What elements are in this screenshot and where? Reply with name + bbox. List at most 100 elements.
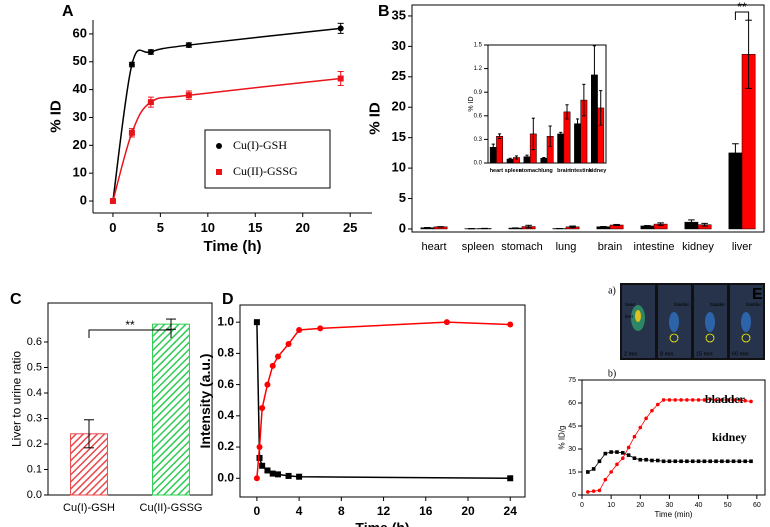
x-tick-label: 60 <box>753 502 761 509</box>
marker <box>655 458 660 463</box>
marker <box>650 408 654 413</box>
marker <box>708 397 713 401</box>
error-bar <box>491 143 495 151</box>
marker <box>443 319 450 326</box>
legend-label: Cu(I)-GSH <box>233 138 287 152</box>
y-tick-label: 0.0 <box>27 489 42 501</box>
marker <box>609 470 613 474</box>
marker <box>620 451 625 455</box>
y-tick-label: 0.0 <box>474 161 483 167</box>
marker <box>264 467 271 474</box>
marker <box>696 398 701 402</box>
marker <box>644 416 648 421</box>
y-tick-label: 0.2 <box>217 439 234 453</box>
series-line <box>587 398 752 493</box>
x-tick-label: 16 <box>419 504 433 518</box>
marker <box>337 25 344 32</box>
bar <box>557 133 565 164</box>
panel-letter: E <box>752 286 763 303</box>
organ-label: heart <box>625 302 636 307</box>
marker <box>285 341 292 348</box>
marker <box>690 459 695 464</box>
marker <box>603 451 608 456</box>
y-tick-label: 20 <box>392 99 406 114</box>
y-tick-label: 0 <box>80 192 87 207</box>
marker <box>615 462 619 467</box>
y-tick-label: 0.0 <box>217 470 234 484</box>
marker <box>702 398 707 402</box>
x-tick-label: brain <box>557 168 571 174</box>
marker <box>731 398 736 402</box>
y-tick-label: 15 <box>392 129 406 144</box>
marker <box>661 398 666 402</box>
marker <box>685 459 689 464</box>
x-tick-label: 40 <box>695 502 703 509</box>
x-tick-label: 50 <box>724 502 732 509</box>
marker <box>714 459 718 464</box>
y-tick-label: 1.0 <box>217 314 234 328</box>
x-tick-label: brain <box>598 241 622 253</box>
error-bar <box>84 419 94 449</box>
y-tick-label: 15 <box>568 469 576 476</box>
bar <box>728 152 743 230</box>
marker <box>269 362 276 369</box>
x-tick-label: 20 <box>295 220 309 235</box>
x-tick-label: intestine <box>634 241 675 253</box>
y-tick-label: 60 <box>568 400 576 407</box>
y-tick-label: 30 <box>392 38 406 53</box>
y-tick-label: 10 <box>73 165 87 180</box>
frame-time: 15 min <box>696 351 713 357</box>
y-axis-title: Liver to urine ratio <box>9 351 23 447</box>
marker <box>216 143 222 149</box>
x-axis-title: Time (h) <box>203 238 261 255</box>
x-tick-label: kidney <box>589 168 607 174</box>
marker <box>253 319 260 326</box>
x-tick-label: stomach <box>519 168 542 174</box>
x-tick-label: 20 <box>461 504 475 518</box>
error-bar <box>732 143 739 163</box>
marker <box>626 453 631 457</box>
error-bar <box>166 318 176 330</box>
error-bar <box>514 155 519 160</box>
panel-letter: B <box>378 3 390 20</box>
mouse-images <box>620 283 765 360</box>
marker <box>275 353 281 360</box>
error-bar <box>688 219 695 225</box>
marker <box>185 92 192 99</box>
error-bar <box>745 19 752 89</box>
y-tick-label: 0.2 <box>27 438 42 450</box>
marker <box>597 488 602 493</box>
error-bar <box>548 125 552 147</box>
marker <box>685 398 689 402</box>
marker <box>285 472 292 479</box>
y-tick-label: 40 <box>73 81 87 96</box>
y-tick-label: 0.5 <box>27 361 42 373</box>
y-tick-label: 0.1 <box>27 463 42 475</box>
error-bar <box>525 224 532 229</box>
marker <box>749 459 753 464</box>
marker <box>256 444 263 451</box>
series-line <box>256 321 511 479</box>
marker <box>638 425 643 430</box>
marker <box>749 399 753 404</box>
scan-signal <box>635 310 641 322</box>
legend-label: Cu(II)-GSSG <box>233 164 298 178</box>
marker <box>147 99 154 106</box>
marker <box>147 49 154 56</box>
marker <box>644 457 648 462</box>
x-tick-label: spleen <box>462 241 494 253</box>
marker <box>667 459 672 464</box>
marker <box>507 321 514 328</box>
x-tick-label: 4 <box>296 504 303 518</box>
x-tick-label: 24 <box>504 504 518 518</box>
y-tick-label: 10 <box>392 160 406 175</box>
marker <box>591 489 596 493</box>
scan-signal <box>705 312 715 332</box>
y-tick-label: 35 <box>392 7 406 22</box>
y-axis-title: % ID <box>48 100 65 133</box>
x-axis-title: Time (min) <box>655 510 693 519</box>
bar <box>152 323 190 496</box>
x-axis-title: Time (h) <box>355 519 409 527</box>
y-tick-label: 75 <box>568 377 576 384</box>
plot-frame <box>47 302 213 496</box>
